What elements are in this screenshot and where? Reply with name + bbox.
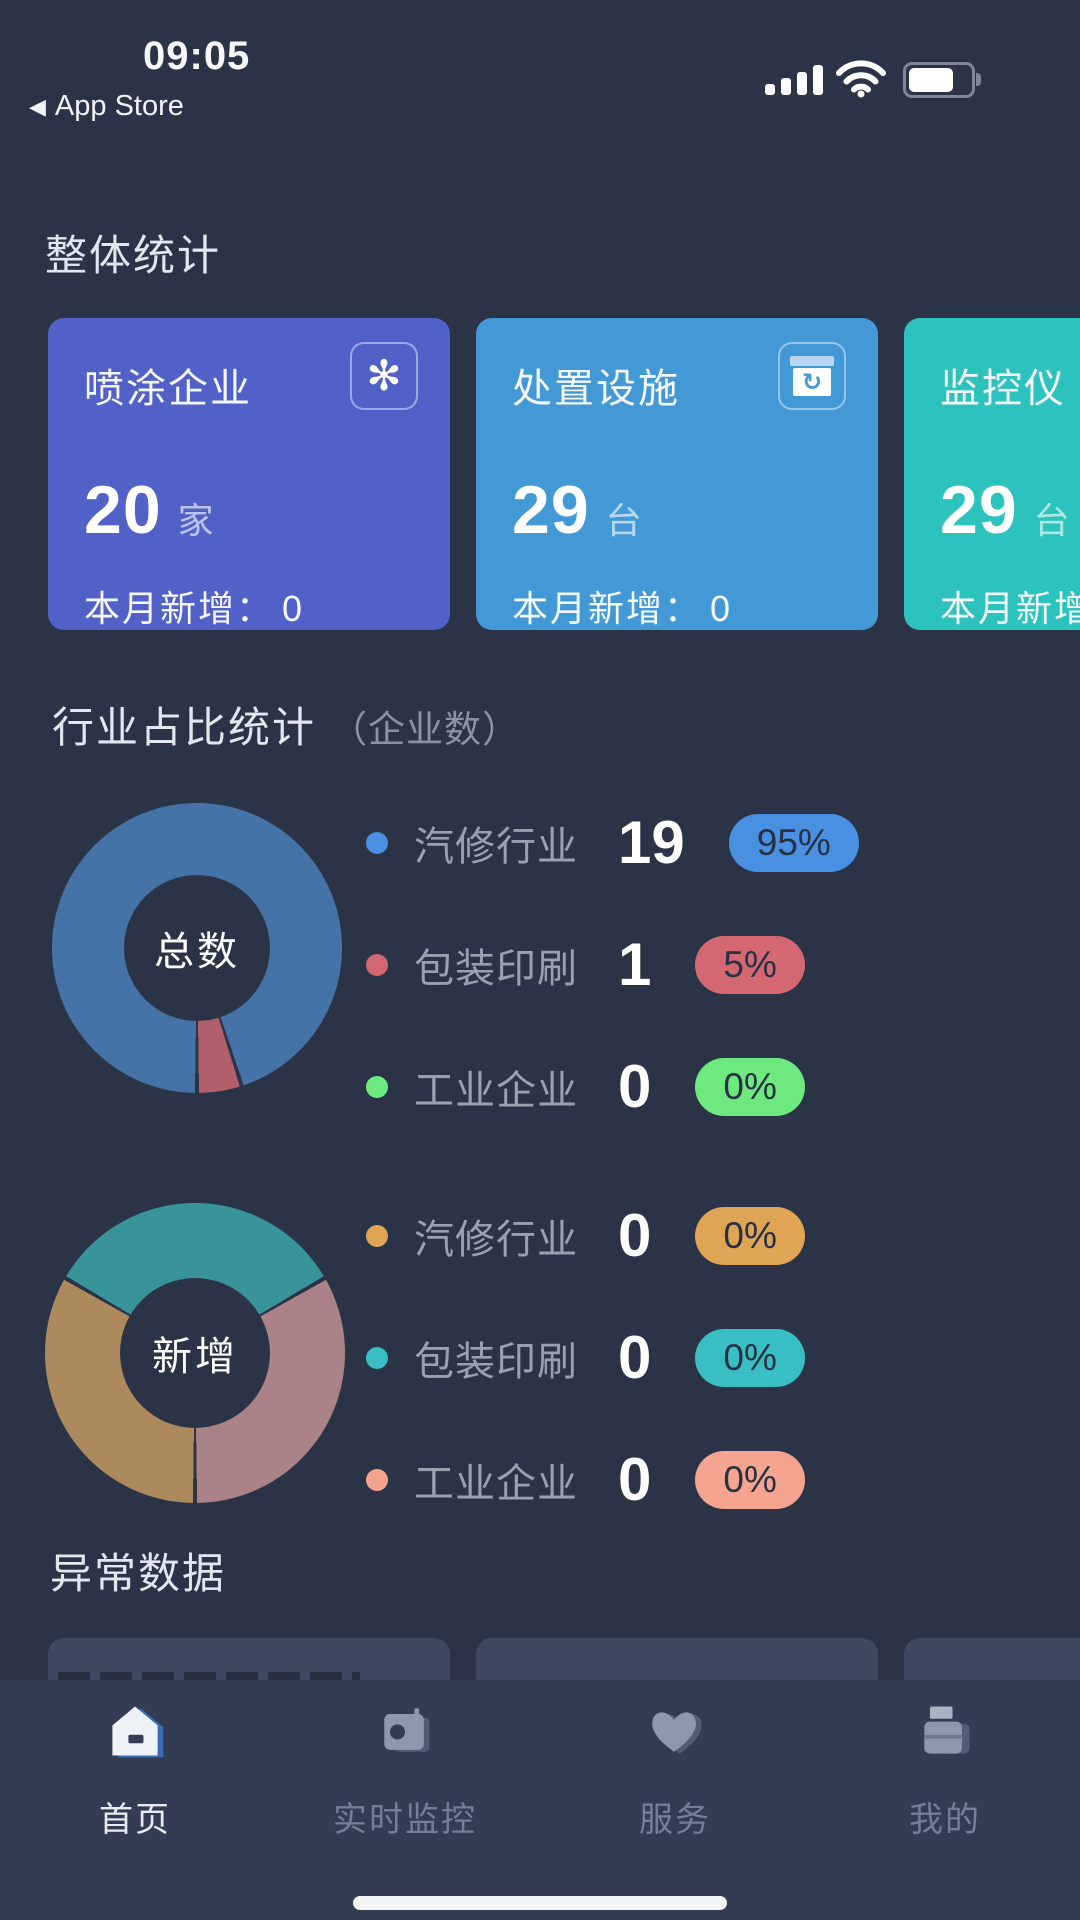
donut-center-label: 新增	[152, 1335, 238, 1379]
abnormal-data-title: 异常数据	[50, 1550, 227, 1597]
legend-dot	[366, 954, 388, 976]
wifi-icon	[836, 60, 886, 103]
donut-chart-total: 总数	[52, 803, 342, 1093]
cellular-signal-icon	[765, 64, 823, 95]
card-treatment-facilities[interactable]: 处置设施 ↻ 29 台 本月新增： 0	[476, 318, 878, 630]
battery-icon	[903, 62, 981, 98]
tab-services[interactable]: 服务	[540, 1680, 810, 1920]
legend-row: 汽修行业 0 0%	[366, 1175, 805, 1297]
card-value: 29	[940, 472, 1018, 548]
card-monthly-new: 本月新增：0	[512, 588, 733, 629]
overall-stats-title: 整体统计	[45, 232, 222, 279]
card-monthly-new: 本月新增：0	[84, 588, 305, 629]
legend-row: 汽修行业 19 95%	[366, 782, 859, 904]
status-time: 09:05	[143, 34, 251, 78]
percent-badge: 0%	[695, 1058, 805, 1116]
legend-dot	[366, 1076, 388, 1098]
card-spray-enterprises[interactable]: 喷涂企业 ✻ 20 家 本月新增： 0	[48, 318, 450, 630]
legend-new: 汽修行业 0 0% 包装印刷 0 0% 工业企业 0 0%	[366, 1175, 805, 1541]
monitor-icon	[373, 1698, 437, 1764]
legend-row: 工业企业 0 0%	[366, 1026, 859, 1148]
legend-total: 汽修行业 19 95% 包装印刷 1 5% 工业企业 0 0%	[366, 782, 859, 1148]
legend-row: 工业企业 0 0%	[366, 1419, 805, 1541]
tab-mine[interactable]: 我的	[810, 1680, 1080, 1920]
legend-dot	[366, 1225, 388, 1247]
back-to-app-store[interactable]: ◀ App Store	[29, 90, 184, 123]
flower-icon: ✻	[350, 342, 418, 410]
percent-badge: 0%	[695, 1207, 805, 1265]
stat-cards-row: 喷涂企业 ✻ 20 家 本月新增： 0 处置设施 ↻ 29 台 本月新增： 0	[48, 318, 1080, 630]
percent-badge: 5%	[695, 936, 805, 994]
card-title: 监控仪	[940, 367, 1066, 411]
heart-icon	[643, 1698, 707, 1764]
card-value: 20	[84, 472, 162, 548]
percent-badge: 95%	[728, 814, 859, 872]
legend-dot	[366, 832, 388, 854]
donut-chart-new: 新增	[45, 1203, 345, 1503]
home-icon	[103, 1698, 167, 1764]
card-value: 29	[512, 472, 590, 548]
legend-dot	[366, 1347, 388, 1369]
industry-stats-title: 行业占比统计 （企业数）	[52, 694, 520, 755]
clipped-text	[58, 1672, 360, 1682]
percent-badge: 0%	[695, 1329, 805, 1387]
tab-home[interactable]: 首页	[0, 1680, 270, 1920]
tab-realtime-monitoring[interactable]: 实时监控	[270, 1680, 540, 1920]
percent-badge: 0%	[695, 1451, 805, 1509]
legend-dot	[366, 1469, 388, 1491]
briefcase-icon	[913, 1698, 977, 1764]
legend-row: 包装印刷 1 5%	[366, 904, 859, 1026]
card-unit: 台	[1033, 500, 1070, 541]
recycle-box-icon: ↻	[778, 342, 846, 410]
card-title: 喷涂企业	[84, 367, 252, 411]
legend-row: 包装印刷 0 0%	[366, 1297, 805, 1419]
card-monthly-new: 本月新增：0	[940, 588, 1080, 629]
back-chevron-icon: ◀	[29, 93, 46, 119]
card-title: 处置设施	[512, 367, 680, 411]
donut-center-label: 总数	[154, 930, 240, 974]
card-unit: 台	[605, 500, 642, 541]
back-label: App Store	[54, 90, 184, 122]
tab-bar: 首页 实时监控 服务	[0, 1680, 1080, 1920]
card-monitors[interactable]: 监控仪 ↻ 29 台 本月新增：0	[904, 318, 1080, 630]
industry-stats-subtitle: （企业数）	[330, 709, 521, 750]
home-indicator[interactable]	[353, 1896, 727, 1910]
card-unit: 家	[177, 500, 214, 541]
